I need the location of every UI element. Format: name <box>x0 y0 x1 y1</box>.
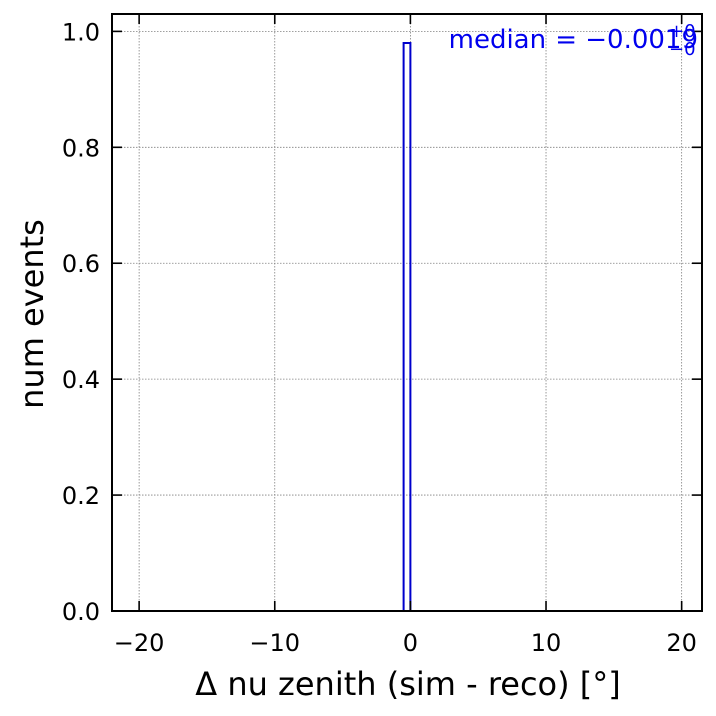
x-tick-label: −20 <box>114 629 165 657</box>
y-tick-label: 0.4 <box>62 366 100 394</box>
median-annotation: median = −0.0019 <box>449 25 698 55</box>
histogram-bar <box>402 41 412 611</box>
x-tick-label: 10 <box>531 629 562 657</box>
x-tick-label: −10 <box>249 629 300 657</box>
y-tick-labels: 0.0 0.2 0.4 0.6 0.8 1.0 <box>62 18 100 626</box>
histogram-bars <box>402 41 412 611</box>
grid <box>112 14 702 612</box>
plot-frame <box>111 13 703 612</box>
y-tick-label: 1.0 <box>62 18 100 46</box>
x-tick-labels: −20 −10 0 10 20 <box>114 629 697 657</box>
median-upper-error: +0 <box>669 21 696 42</box>
x-tick-label: 20 <box>666 629 697 657</box>
y-tick-label: 0.8 <box>62 134 100 162</box>
y-tick-label: 0.0 <box>62 598 100 626</box>
median-value: = −0.0019 <box>555 25 698 55</box>
axis-ticks <box>112 14 702 612</box>
x-axis-label: Δ nu zenith (sim - reco) [°] <box>195 665 621 703</box>
median-label: median <box>449 25 546 55</box>
x-tick-label: 0 <box>403 629 418 657</box>
y-axis-label: num events <box>13 219 51 409</box>
median-lower-error: −0 <box>669 39 696 60</box>
y-tick-label: 0.6 <box>62 250 100 278</box>
y-tick-label: 0.2 <box>62 482 100 510</box>
